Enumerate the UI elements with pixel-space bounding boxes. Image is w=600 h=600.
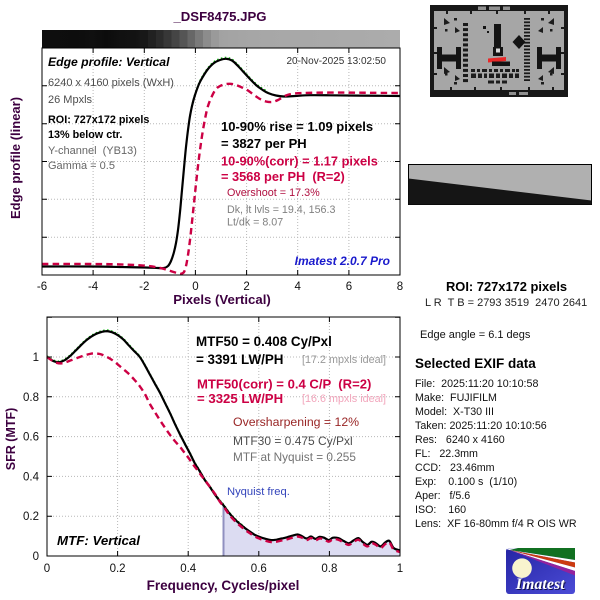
svg-text:Edge profile: Vertical: Edge profile: Vertical (48, 55, 170, 69)
svg-text:20-Nov-2025 13:02:50: 20-Nov-2025 13:02:50 (286, 56, 386, 67)
svg-text:0.6: 0.6 (251, 563, 267, 575)
svg-text:13% below ctr.: 13% below ctr. (48, 129, 122, 141)
svg-text:Oversharpening = 12%: Oversharpening = 12% (233, 415, 359, 429)
svg-text:Pixels (Vertical): Pixels (Vertical) (173, 292, 271, 307)
svg-text:Lens: XF 16-80mm f/4 R OIS WR: Lens: XF 16-80mm f/4 R OIS WR (415, 518, 577, 530)
svg-text:Dk, lt lvls = 19.4, 156.3: Dk, lt lvls = 19.4, 156.3 (227, 204, 335, 216)
svg-text:= 3391 LW/PH: = 3391 LW/PH (196, 352, 283, 367)
svg-text:[17.2 mpxls ideal]: [17.2 mpxls ideal] (302, 354, 386, 366)
svg-text:0: 0 (33, 551, 39, 563)
svg-text:Imatest: Imatest (515, 576, 565, 593)
svg-text:-6: -6 (37, 281, 47, 293)
svg-text:Selected EXIF data: Selected EXIF data (415, 356, 536, 371)
svg-text:= 3325 LW/PH: = 3325 LW/PH (197, 391, 283, 406)
svg-text:= 3827 per PH: = 3827 per PH (221, 136, 307, 151)
svg-text:Make: FUJIFILM: Make: FUJIFILM (415, 392, 497, 404)
svg-text:ROI: 727x172 pixels: ROI: 727x172 pixels (48, 114, 149, 126)
svg-text:0.2: 0.2 (23, 511, 39, 523)
svg-text:Imatest: Imatest (516, 577, 566, 594)
svg-text:Y-channel (YB13): Y-channel (YB13) (48, 145, 137, 157)
svg-text:Lt/dk = 8.07: Lt/dk = 8.07 (227, 217, 283, 229)
svg-text:MTF50(corr) = 0.4 C/P (R=2): MTF50(corr) = 0.4 C/P (R=2) (197, 377, 371, 392)
svg-text:Frequency, Cycles/pixel: Frequency, Cycles/pixel (147, 578, 300, 593)
svg-text:Nyquist freq.: Nyquist freq. (227, 486, 290, 498)
svg-text:0.4: 0.4 (23, 471, 40, 483)
svg-text:ISO: 160: ISO: 160 (415, 504, 466, 516)
svg-text:ROI: 727x172 pixels: ROI: 727x172 pixels (446, 279, 567, 294)
svg-text:-2: -2 (139, 281, 149, 293)
svg-text:MTF: Vertical: MTF: Vertical (57, 533, 140, 548)
svg-text:26 Mpxls: 26 Mpxls (48, 94, 93, 106)
svg-text:SFR (MTF): SFR (MTF) (4, 408, 18, 470)
svg-text:CCD: 23.46mm: CCD: 23.46mm (415, 462, 495, 474)
svg-text:-4: -4 (88, 281, 99, 293)
svg-text:Edge angle = 6.1 degs: Edge angle = 6.1 degs (420, 329, 531, 341)
svg-text:_DSF8475.JPG: _DSF8475.JPG (172, 9, 266, 24)
svg-text:4: 4 (294, 281, 301, 293)
svg-text:Gamma = 0.5: Gamma = 0.5 (48, 160, 115, 172)
svg-text:Aper: f/5.6: Aper: f/5.6 (415, 490, 470, 502)
svg-text:8: 8 (397, 281, 403, 293)
svg-text:Exp: 0.100 s (1/10): Exp: 0.100 s (1/10) (415, 476, 517, 488)
svg-text:Edge profile (linear): Edge profile (linear) (8, 97, 23, 219)
svg-text:MTF30 = 0.475 Cy/Pxl: MTF30 = 0.475 Cy/Pxl (233, 434, 353, 448)
svg-text:2: 2 (243, 281, 249, 293)
svg-text:0.8: 0.8 (23, 392, 39, 404)
svg-text:File: 2025:11:20 10:10:58: File: 2025:11:20 10:10:58 (415, 378, 538, 390)
svg-text:Res: 6240 x 4160: Res: 6240 x 4160 (415, 434, 505, 446)
svg-text:0.2: 0.2 (110, 563, 126, 575)
svg-text:0.8: 0.8 (321, 563, 337, 575)
svg-text:[16.6 mpxls ideal]: [16.6 mpxls ideal] (302, 393, 386, 405)
svg-text:10-90%(corr) = 1.17 pixels: 10-90%(corr) = 1.17 pixels (221, 154, 378, 169)
svg-text:0.4: 0.4 (180, 563, 197, 575)
svg-text:0: 0 (44, 563, 50, 575)
svg-text:= 3568 per PH (R=2): = 3568 per PH (R=2) (221, 169, 345, 184)
svg-text:Imatest 2.0.7 Pro: Imatest 2.0.7 Pro (295, 254, 390, 268)
svg-text:Model: X-T30 III: Model: X-T30 III (415, 406, 494, 418)
svg-text:6: 6 (346, 281, 352, 293)
svg-text:MTF50 = 0.408 Cy/Pxl: MTF50 = 0.408 Cy/Pxl (196, 334, 332, 349)
svg-text:0: 0 (192, 281, 198, 293)
svg-text:6240 x 4160 pixels (WxH): 6240 x 4160 pixels (WxH) (48, 77, 174, 89)
svg-text:1: 1 (397, 563, 403, 575)
svg-text:10-90% rise = 1.09 pixels: 10-90% rise = 1.09 pixels (221, 119, 373, 134)
svg-text:MTF at Nyquist = 0.255: MTF at Nyquist = 0.255 (233, 450, 356, 464)
svg-text:Overshoot = 17.3%: Overshoot = 17.3% (227, 187, 320, 199)
svg-text:Taken: 2025:11:20 10:10:56: Taken: 2025:11:20 10:10:56 (415, 420, 547, 432)
svg-text:1: 1 (33, 352, 39, 364)
svg-text:L R T B = 2793 3519 2470 264: L R T B = 2793 3519 2470 2641 (425, 297, 587, 309)
svg-text:0.6: 0.6 (23, 432, 39, 444)
svg-text:FL: 22.3mm: FL: 22.3mm (415, 448, 478, 460)
